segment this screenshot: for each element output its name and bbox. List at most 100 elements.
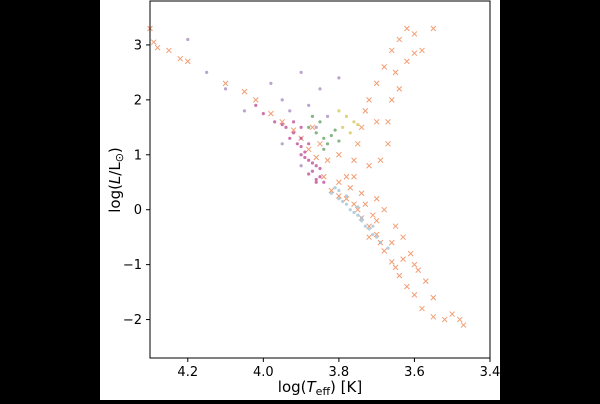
- data-point-x: [351, 157, 357, 164]
- data-point-x: [400, 234, 406, 241]
- data-point-dot: [273, 120, 277, 124]
- data-point-x: [268, 110, 274, 117]
- plot-frame: [149, 0, 491, 359]
- data-point-dot: [352, 120, 356, 124]
- x-tick-label: 4.2: [177, 365, 198, 380]
- data-point-dot: [359, 219, 364, 223]
- data-point-dot: [242, 109, 247, 113]
- data-point-dot: [356, 122, 360, 127]
- data-point-x: [407, 250, 414, 257]
- data-point-dot: [337, 197, 341, 201]
- data-point-dot: [344, 202, 349, 206]
- data-point-dot: [325, 142, 330, 146]
- data-point-x: [430, 25, 437, 32]
- data-point-dot: [375, 235, 379, 239]
- data-point-x: [351, 201, 357, 208]
- data-point-dot: [378, 241, 383, 245]
- data-point-x: [317, 140, 323, 147]
- data-point-x: [354, 140, 361, 147]
- data-point-x: [358, 190, 365, 197]
- data-point-x: [222, 80, 229, 87]
- data-point-x: [411, 50, 418, 57]
- data-point-x: [415, 267, 422, 273]
- data-point-dot: [329, 133, 333, 138]
- data-point-x: [362, 201, 369, 208]
- data-point-dot: [333, 128, 337, 132]
- data-point-x: [366, 97, 372, 103]
- data-point-x: [166, 47, 172, 54]
- data-point-dot: [254, 103, 258, 107]
- data-point-dot: [307, 172, 311, 176]
- data-point-x: [411, 291, 418, 298]
- data-point-x: [343, 173, 350, 180]
- data-point-x: [392, 69, 399, 76]
- data-point-x: [381, 248, 388, 254]
- data-point-dot: [325, 114, 330, 118]
- data-point-dot: [310, 161, 315, 165]
- y-tick-label: 2: [134, 93, 142, 108]
- data-point-dot: [186, 37, 190, 42]
- data-point-x: [343, 195, 350, 202]
- data-point-x: [336, 193, 342, 199]
- data-point-dot: [356, 213, 360, 217]
- data-point-dot: [314, 164, 318, 168]
- data-point-x: [456, 316, 463, 323]
- data-point-x: [411, 31, 418, 37]
- data-point-x: [279, 118, 286, 125]
- data-point-x: [377, 157, 384, 164]
- data-point-dot: [307, 103, 311, 107]
- data-point-x: [313, 154, 320, 161]
- data-point-x: [404, 58, 410, 65]
- data-point-dot: [318, 166, 322, 171]
- data-point-dot: [310, 114, 315, 118]
- data-point-x: [362, 107, 369, 114]
- data-points: [147, 25, 467, 328]
- x-axis-label: log(Teff) [K]: [278, 378, 362, 398]
- data-point-dot: [318, 175, 322, 179]
- data-point-x: [354, 206, 361, 213]
- data-point-dot: [371, 224, 375, 228]
- hr-diagram-chart: 4.2 4.0 3.8 3.6 3.4 −2 −1 0 1 2 3 log(Teff) [K] l…: [106, 0, 500, 398]
- data-point-x: [388, 239, 395, 246]
- data-point-x: [150, 39, 157, 46]
- data-point-dot: [386, 246, 390, 250]
- data-point-x: [154, 44, 161, 51]
- data-point-dot: [314, 177, 318, 182]
- data-point-x: [328, 187, 335, 194]
- data-point-x: [419, 47, 425, 54]
- data-point-x: [252, 97, 259, 103]
- y-axis-ticks: −2 −1 0 1 2 3: [123, 38, 150, 328]
- data-point-dot: [314, 131, 318, 135]
- data-point-dot: [288, 136, 292, 140]
- data-point-x: [373, 217, 380, 224]
- data-point-x: [370, 212, 376, 219]
- data-point-dot: [205, 70, 209, 74]
- data-point-x: [396, 272, 403, 279]
- data-point-x: [460, 322, 467, 328]
- y-tick-label: −1: [123, 258, 142, 273]
- data-point-x: [366, 162, 372, 169]
- data-point-x: [366, 234, 372, 241]
- y-tick-label: −2: [123, 313, 142, 328]
- data-point-dot: [291, 120, 296, 124]
- data-point-x: [430, 313, 437, 320]
- data-point-dot: [337, 188, 341, 193]
- data-point-dot: [284, 125, 288, 129]
- data-point-dot: [344, 114, 349, 118]
- data-point-dot: [318, 87, 322, 91]
- x-tick-label: 4.0: [253, 365, 274, 380]
- data-point-dot: [333, 186, 337, 190]
- x-axis-ticks: 4.2 4.0 3.8 3.6 3.4: [177, 358, 500, 380]
- data-point-x: [373, 195, 380, 202]
- data-point-x: [388, 259, 395, 265]
- data-point-x: [381, 206, 388, 213]
- data-point-dot: [341, 125, 345, 129]
- data-point-x: [441, 316, 448, 323]
- data-point-x: [419, 305, 425, 312]
- data-point-x: [385, 140, 391, 147]
- data-point-x: [449, 311, 456, 317]
- data-point-dot: [337, 109, 341, 113]
- y-tick-label: 3: [134, 38, 142, 53]
- data-point-dot: [280, 142, 284, 146]
- data-point-x: [290, 127, 297, 133]
